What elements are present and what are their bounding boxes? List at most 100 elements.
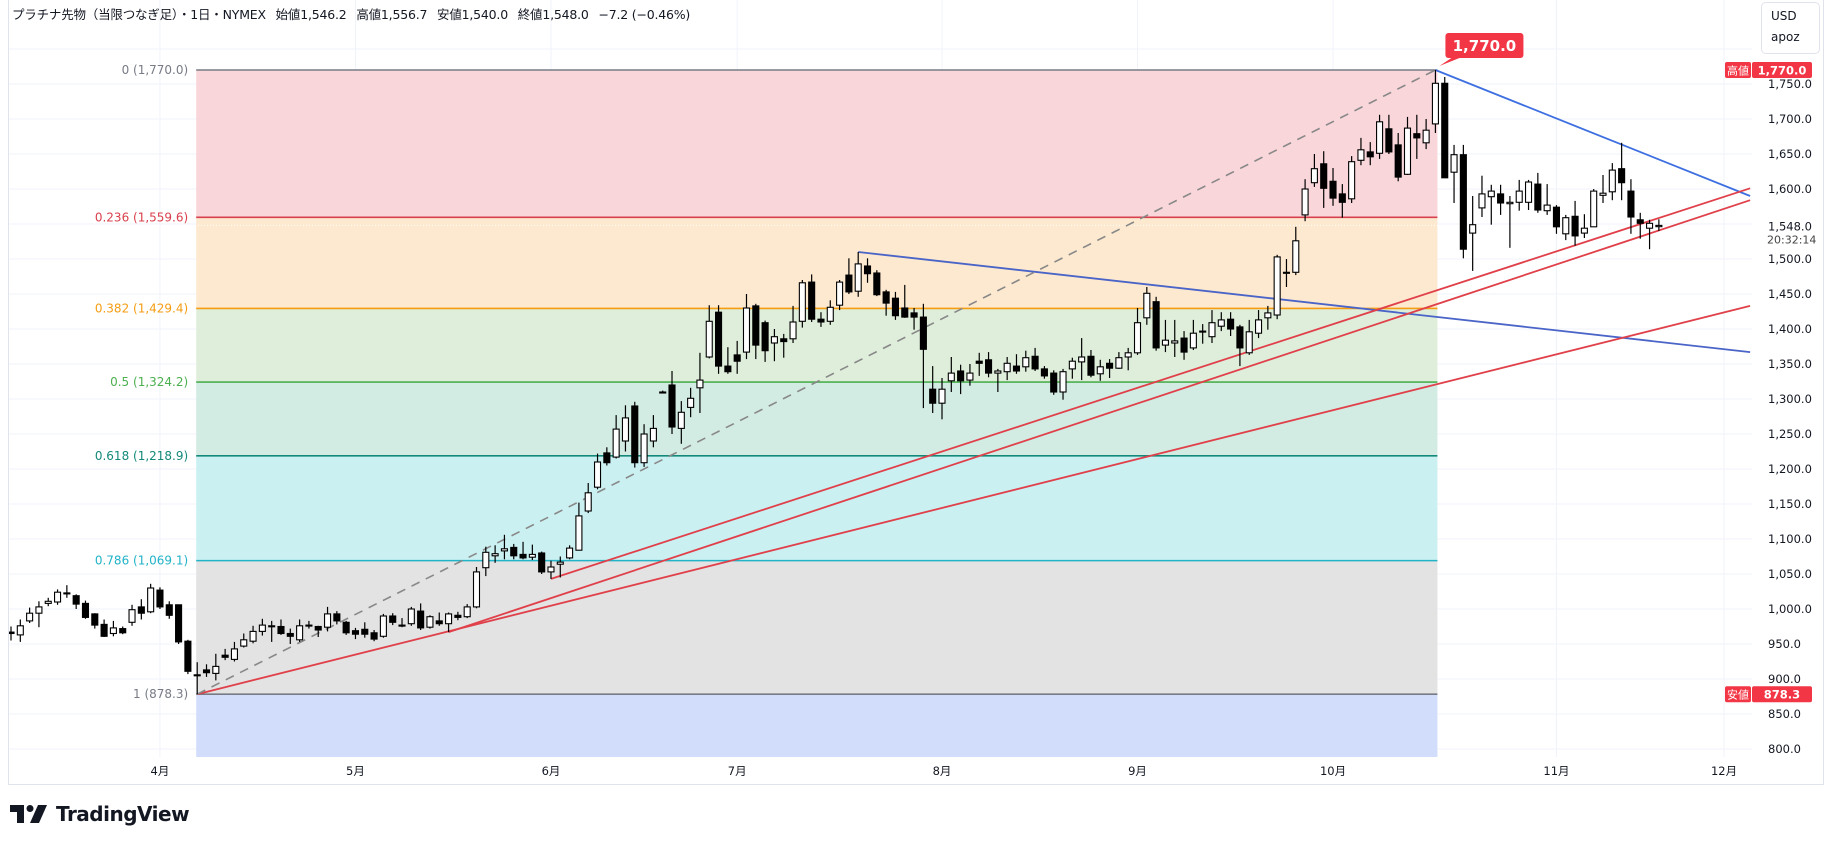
candle-down[interactable] [277, 619, 285, 635]
candle-up[interactable] [1590, 189, 1598, 228]
candle-up[interactable] [1245, 319, 1253, 355]
candle-down[interactable] [156, 587, 164, 609]
candle-up[interactable] [240, 633, 248, 648]
candle-down[interactable] [193, 662, 201, 695]
candle-up[interactable] [1301, 179, 1309, 222]
candle-down[interactable] [1050, 370, 1058, 395]
candle-down[interactable] [1459, 144, 1467, 259]
candle-up[interactable] [16, 619, 24, 642]
candle-down[interactable] [1497, 184, 1505, 215]
candle-down[interactable] [1627, 179, 1635, 234]
candle-down[interactable] [631, 401, 639, 468]
candle-up[interactable] [147, 583, 155, 614]
fibonacci-retracement[interactable] [196, 69, 1438, 757]
candle-up[interactable] [491, 545, 499, 563]
candle-up[interactable] [575, 502, 583, 551]
candle-down[interactable] [351, 627, 360, 640]
fib-trend-dashed-line[interactable] [196, 69, 1436, 695]
candle-down[interactable] [1441, 77, 1449, 179]
candle-down[interactable] [510, 543, 518, 560]
candle-up[interactable] [649, 415, 657, 448]
candle-up[interactable] [1208, 310, 1216, 343]
candle-down[interactable] [817, 312, 825, 327]
candle-down[interactable] [286, 628, 294, 644]
candle-up[interactable] [566, 545, 574, 560]
candle-down[interactable] [863, 258, 872, 283]
candle-down[interactable] [845, 258, 853, 294]
candle-down[interactable] [72, 594, 80, 609]
candle-up[interactable] [1599, 175, 1607, 203]
candle-down[interactable] [929, 366, 937, 413]
candle-down[interactable] [1413, 114, 1421, 159]
candle-down[interactable] [1385, 114, 1393, 154]
candle-up[interactable] [1217, 312, 1225, 332]
candle-up[interactable] [230, 641, 238, 662]
candle-down[interactable] [1329, 168, 1337, 206]
candle-up[interactable] [398, 618, 406, 628]
candle-up[interactable] [1199, 324, 1207, 344]
candle-up[interactable] [472, 567, 481, 609]
candle-down[interactable] [1552, 205, 1561, 234]
candle-up[interactable] [1646, 219, 1654, 250]
candle-up[interactable] [1096, 359, 1104, 381]
candle-up[interactable] [584, 483, 592, 514]
candle-up[interactable] [1059, 368, 1067, 400]
candle-up[interactable] [1022, 350, 1030, 372]
candle-up[interactable] [547, 560, 555, 579]
candle-down[interactable] [100, 619, 108, 638]
candle-down[interactable] [165, 601, 173, 619]
candle-up[interactable] [789, 305, 797, 343]
candle-up[interactable] [26, 607, 34, 623]
candle-down[interactable] [1636, 212, 1644, 239]
candle-up[interactable] [482, 546, 490, 577]
candle-up[interactable] [109, 620, 117, 637]
candle-up[interactable] [463, 604, 471, 619]
candle-up[interactable] [798, 280, 806, 328]
candle-down[interactable] [333, 611, 341, 625]
candle-down[interactable] [1394, 133, 1402, 182]
candle-up[interactable] [268, 620, 276, 642]
trendline[interactable] [1435, 69, 1751, 197]
candle-up[interactable] [1115, 352, 1123, 369]
candle-down[interactable] [733, 340, 741, 374]
candle-down[interactable] [1534, 172, 1542, 213]
candle-up[interactable] [1264, 305, 1272, 330]
candle-up[interactable] [1133, 308, 1142, 355]
candle-down[interactable] [873, 270, 881, 297]
candle-up[interactable] [1431, 70, 1439, 133]
candle-down[interactable] [1040, 366, 1048, 379]
candle-up[interactable] [35, 601, 43, 628]
candle-down[interactable] [175, 604, 183, 644]
candle-up[interactable] [947, 357, 955, 392]
candle-up[interactable] [1078, 338, 1086, 381]
candle-up[interactable] [1478, 175, 1486, 217]
candle-up[interactable] [770, 329, 778, 362]
candle-down[interactable] [761, 320, 769, 362]
candle-down[interactable] [1012, 354, 1021, 374]
candle-down[interactable] [1180, 331, 1188, 360]
candle-up[interactable] [445, 612, 453, 633]
candle-down[interactable] [119, 626, 127, 635]
candle-up[interactable] [1487, 184, 1495, 225]
candle-up[interactable] [705, 305, 713, 359]
candle-down[interactable] [919, 303, 927, 409]
candle-down[interactable] [1087, 350, 1095, 378]
candle-up[interactable] [63, 585, 71, 598]
candle-down[interactable] [1227, 312, 1235, 336]
candle-down[interactable] [1618, 142, 1626, 201]
candle-up[interactable] [1282, 259, 1291, 287]
plot-area[interactable] [8, 0, 1752, 757]
candle-up[interactable] [1161, 319, 1169, 353]
candle-down[interactable] [137, 599, 145, 620]
candle-up[interactable] [305, 620, 313, 629]
candle-up[interactable] [1580, 214, 1588, 238]
candle-up[interactable] [696, 352, 704, 413]
candle-down[interactable] [882, 289, 890, 316]
candle-down[interactable] [901, 284, 909, 318]
candle-up[interactable] [556, 556, 564, 578]
candle-up[interactable] [938, 378, 946, 420]
candle-down[interactable] [780, 333, 788, 358]
candle-down[interactable] [1571, 200, 1579, 246]
candle-down[interactable] [1338, 184, 1346, 218]
